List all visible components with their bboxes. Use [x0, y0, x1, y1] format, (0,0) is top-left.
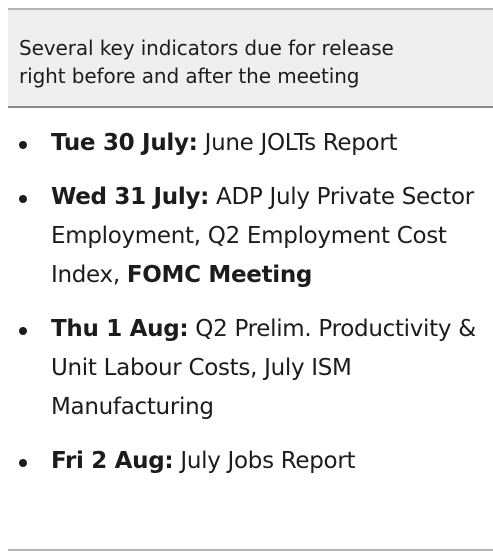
item-date: Fri 2 Aug:	[51, 448, 174, 474]
release-list: Tue 30 July: June JOLTs Report Wed 31 Ju…	[14, 124, 484, 481]
item-bold-tail: FOMC Meeting	[126, 262, 313, 288]
list-item-fri-2-aug: Fri 2 Aug: July Jobs Report	[14, 442, 484, 481]
header-panel: Several key indicators due for release r…	[8, 10, 493, 106]
list-item-thu-1-aug: Thu 1 Aug: Q2 Prelim. Productivity & Uni…	[14, 310, 484, 427]
bullet-icon	[19, 195, 27, 203]
item-text: July Jobs Report	[173, 448, 356, 474]
bullet-icon	[19, 327, 27, 335]
bottom-divider	[8, 549, 493, 551]
item-date: Tue 30 July:	[51, 130, 198, 156]
header-title-line-1: Several key indicators due for release	[19, 36, 394, 60]
item-date: Wed 31 July:	[51, 184, 210, 210]
header-title-line-2: right before and after the meeting	[19, 64, 360, 88]
item-text: June JOLTs Report	[197, 130, 398, 156]
header-title: Several key indicators due for release r…	[19, 34, 483, 90]
item-text: ADP July Private Sector Employment, Q2 E…	[51, 184, 474, 288]
header-divider	[8, 106, 493, 108]
bullet-icon	[19, 141, 27, 149]
list-item-tue-30-july: Tue 30 July: June JOLTs Report	[14, 124, 484, 163]
bullet-icon	[19, 459, 27, 467]
top-divider	[8, 8, 493, 10]
list-item-wed-31-july: Wed 31 July: ADP July Private Sector Emp…	[14, 178, 484, 295]
item-date: Thu 1 Aug:	[51, 316, 189, 342]
item-text: Q2 Prelim. Productivity & Unit Labour Co…	[51, 316, 476, 420]
